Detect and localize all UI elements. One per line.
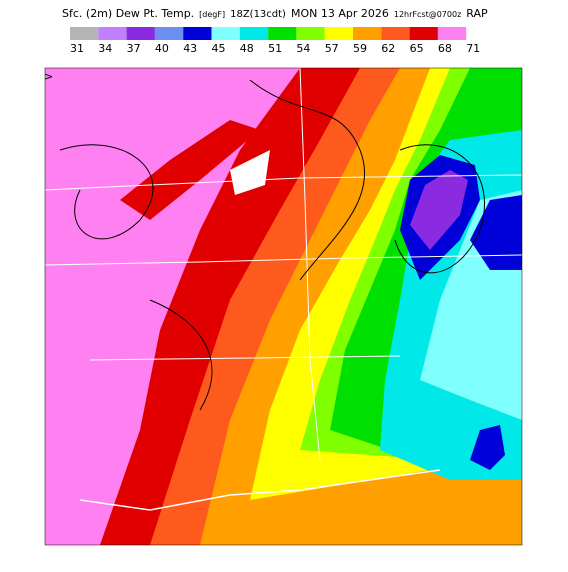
legend-label: 68 xyxy=(438,42,452,55)
legend-label: 48 xyxy=(240,42,254,55)
legend-label: 65 xyxy=(410,42,424,55)
title-part: Sfc. (2m) Dew Pt. Temp. xyxy=(62,7,194,20)
legend-label: 40 xyxy=(155,42,169,55)
legend-label: 31 xyxy=(70,42,84,55)
legend-label: 51 xyxy=(268,42,282,55)
legend-swatch xyxy=(409,27,438,40)
legend-swatch xyxy=(211,27,240,40)
legend-label: 45 xyxy=(212,42,226,55)
field-white xyxy=(230,150,270,195)
legend-label: 43 xyxy=(183,42,197,55)
field-blue-east xyxy=(470,195,522,270)
legend-swatch xyxy=(126,27,155,40)
title-part: MON 13 Apr 2026 xyxy=(291,7,389,20)
field-blue-south xyxy=(470,425,505,470)
legend-swatch xyxy=(183,27,212,40)
title-part: [degF] xyxy=(199,10,225,19)
state-border xyxy=(89,355,401,361)
legend-swatch xyxy=(324,27,353,40)
contour xyxy=(249,79,366,281)
legend-label: 71 xyxy=(466,42,480,55)
legend-swatch xyxy=(98,27,127,40)
legend-swatch xyxy=(239,27,269,40)
state-border xyxy=(45,174,522,191)
legend-label: 34 xyxy=(98,42,112,55)
legend-swatch xyxy=(381,27,410,40)
title: Sfc. (2m) Dew Pt. Temp. [degF] 18Z(13cdt) M… xyxy=(62,7,488,20)
contour xyxy=(149,299,213,411)
title-text: Sfc. (2m) Dew Pt. Temp. [degF] 18Z(13cdt) M… xyxy=(62,7,488,20)
field-purple xyxy=(410,170,468,250)
color-legend: 31 34 37 40 43 45 48 51 54 57 59 62 65 68 71 xyxy=(70,27,480,55)
legend-label: 62 xyxy=(381,42,395,55)
legend-swatch xyxy=(154,27,184,40)
state-border xyxy=(299,68,321,461)
legend-swatch xyxy=(296,27,325,40)
map-frame xyxy=(44,67,523,546)
title-part: RAP xyxy=(466,7,488,20)
legend-label: 54 xyxy=(296,42,310,55)
coastline xyxy=(79,469,441,511)
legend-swatch xyxy=(268,27,297,40)
legend-label: 37 xyxy=(127,42,141,55)
contour xyxy=(59,144,154,240)
title-part: 12hrFcst@0700z xyxy=(394,10,461,19)
title-part: 18Z(13cdt) xyxy=(230,9,286,20)
legend-swatch xyxy=(437,27,467,40)
map-field xyxy=(45,68,522,545)
legend-label: 59 xyxy=(353,42,367,55)
legend-swatch xyxy=(353,27,382,40)
legend-swatch xyxy=(70,27,99,40)
map-marker: > xyxy=(44,70,53,83)
state-border xyxy=(45,254,522,266)
legend-label: 57 xyxy=(325,42,339,55)
contour xyxy=(394,144,485,274)
field-red-west xyxy=(120,120,260,220)
